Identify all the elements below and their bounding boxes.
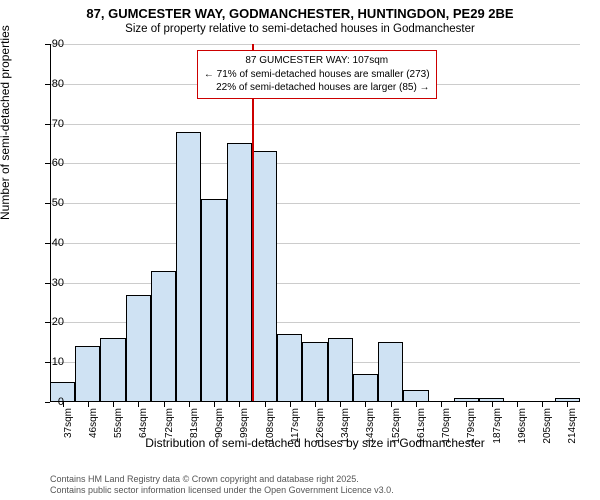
histogram-bar [151, 271, 176, 402]
x-tick-label: 161sqm [416, 408, 427, 448]
x-tick-label: 55sqm [113, 408, 124, 448]
x-tick-label: 90sqm [214, 408, 225, 448]
footer-line-2: Contains public sector information licen… [50, 485, 394, 496]
y-tick-label: 20 [34, 316, 64, 328]
histogram-bar [176, 132, 201, 402]
footer-line-1: Contains HM Land Registry data © Crown c… [50, 474, 394, 485]
footer-attribution: Contains HM Land Registry data © Crown c… [50, 474, 394, 497]
y-axis-label: Number of semi-detached properties [0, 25, 12, 220]
x-tick-label: 170sqm [441, 408, 452, 448]
chart-subtitle: Size of property relative to semi-detach… [0, 21, 600, 35]
y-tick-label: 70 [34, 118, 64, 130]
annotation-line-2: ← 71% of semi-detached houses are smalle… [204, 68, 430, 82]
gridline [50, 124, 580, 125]
x-tick-label: 196sqm [517, 408, 528, 448]
gridline [50, 163, 580, 164]
x-tick-label: 117sqm [290, 408, 301, 448]
x-tick-label: 99sqm [239, 408, 250, 448]
x-tick [542, 402, 543, 407]
x-tick [214, 402, 215, 407]
histogram-bar [252, 151, 277, 402]
x-tick [315, 402, 316, 407]
x-tick [567, 402, 568, 407]
x-tick [340, 402, 341, 407]
x-tick [88, 402, 89, 407]
gridline [50, 44, 580, 45]
histogram-bar [126, 295, 151, 402]
x-tick-label: 187sqm [492, 408, 503, 448]
x-tick [466, 402, 467, 407]
x-tick-label: 179sqm [466, 408, 477, 448]
chart-plot-area: 87 GUMCESTER WAY: 107sqm← 71% of semi-de… [50, 44, 580, 402]
x-tick [290, 402, 291, 407]
histogram-bar [328, 338, 353, 402]
y-tick-label: 0 [34, 396, 64, 408]
x-tick [416, 402, 417, 407]
x-tick [365, 402, 366, 407]
x-tick-label: 81sqm [189, 408, 200, 448]
x-tick-label: 108sqm [265, 408, 276, 448]
histogram-bar [302, 342, 327, 402]
x-tick-label: 37sqm [63, 408, 74, 448]
x-tick-label: 143sqm [365, 408, 376, 448]
x-tick-label: 152sqm [391, 408, 402, 448]
histogram-bar [277, 334, 302, 402]
x-tick [517, 402, 518, 407]
y-tick-label: 80 [34, 78, 64, 90]
x-tick [189, 402, 190, 407]
y-tick-label: 10 [34, 356, 64, 368]
x-tick [138, 402, 139, 407]
histogram-bar [227, 143, 252, 402]
annotation-line-1: 87 GUMCESTER WAY: 107sqm [204, 54, 430, 68]
x-tick-label: 214sqm [567, 408, 578, 448]
histogram-bar [353, 374, 378, 402]
x-tick [164, 402, 165, 407]
gridline [50, 243, 580, 244]
x-tick-label: 205sqm [542, 408, 553, 448]
x-tick-label: 46sqm [88, 408, 99, 448]
x-tick [391, 402, 392, 407]
y-tick-label: 90 [34, 38, 64, 50]
histogram-bar [75, 346, 100, 402]
annotation-box: 87 GUMCESTER WAY: 107sqm← 71% of semi-de… [197, 50, 437, 99]
histogram-bar [201, 199, 226, 402]
x-tick-label: 126sqm [315, 408, 326, 448]
y-tick-label: 60 [34, 157, 64, 169]
x-tick [113, 402, 114, 407]
y-axis-line [50, 44, 51, 402]
annotation-line-3: 22% of semi-detached houses are larger (… [204, 81, 430, 95]
gridline [50, 283, 580, 284]
x-tick-label: 64sqm [138, 408, 149, 448]
chart-title: 87, GUMCESTER WAY, GODMANCHESTER, HUNTIN… [0, 0, 600, 21]
x-tick [492, 402, 493, 407]
x-tick [239, 402, 240, 407]
gridline [50, 203, 580, 204]
x-tick-label: 72sqm [164, 408, 175, 448]
histogram-bar [378, 342, 403, 402]
x-tick [265, 402, 266, 407]
x-tick [441, 402, 442, 407]
histogram-bar [100, 338, 125, 402]
y-tick-label: 30 [34, 277, 64, 289]
y-tick-label: 40 [34, 237, 64, 249]
x-tick-label: 134sqm [340, 408, 351, 448]
y-tick-label: 50 [34, 197, 64, 209]
